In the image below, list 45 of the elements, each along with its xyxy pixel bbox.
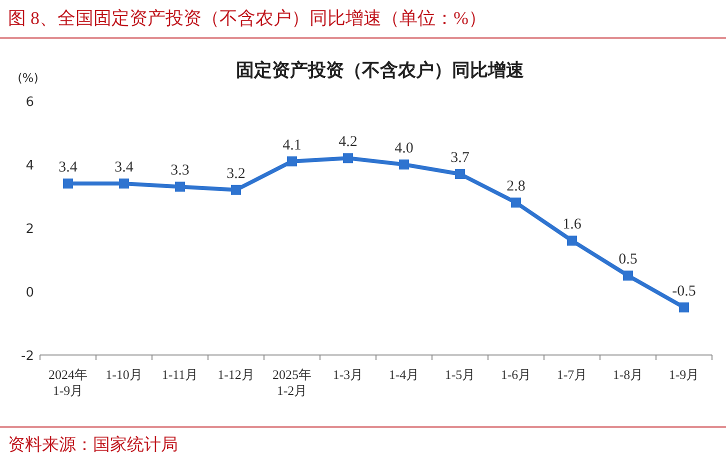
- point: [175, 182, 185, 192]
- x-tick-label: 1-9月: [668, 367, 700, 382]
- data-label: -0.5: [672, 283, 696, 300]
- data-label: 4.1: [282, 137, 302, 154]
- point: [455, 169, 465, 180]
- point: [343, 153, 353, 164]
- y-tick-label: 2: [26, 222, 34, 237]
- point: [399, 160, 409, 170]
- data-label: 1.6: [562, 216, 582, 233]
- chart-subtitle: 固定资产投资（不含农户）同比增速: [236, 60, 524, 81]
- y-tick-label: -2: [21, 349, 34, 364]
- point: [567, 236, 577, 246]
- x-tick-label: 1-10月: [106, 367, 142, 382]
- point: [63, 178, 73, 189]
- y-tick-label: 6: [26, 95, 34, 110]
- y-axis-title: (%): [18, 71, 38, 85]
- chart-title: 图 8、全国固定资产投资（不含农户）同比增速（单位：%）: [8, 8, 486, 28]
- point: [511, 198, 521, 208]
- x-tick-label: 1-6月: [500, 367, 532, 382]
- x-tick-label: 1-7月: [556, 367, 588, 382]
- x-tick-label: 1-12月: [218, 367, 254, 382]
- point: [623, 270, 633, 281]
- x-tick-label: 2025年 1-2月: [272, 367, 312, 398]
- text: 资料来源：国家统计局: [8, 435, 178, 454]
- data-label: 3.4: [114, 160, 134, 176]
- x-tick-label: 1-11月: [162, 367, 198, 382]
- data-label: 2.8: [506, 178, 526, 195]
- data-label: 3.3: [170, 162, 190, 179]
- x-tick-label: 2024年 1-9月: [48, 367, 88, 398]
- x-tick-label: 1-3月: [332, 367, 364, 382]
- point: [287, 156, 297, 166]
- data-label: 3.7: [450, 150, 470, 166]
- point: [679, 302, 689, 312]
- x-tick-label: 1-4月: [388, 367, 420, 382]
- data-label: 4.0: [394, 140, 414, 156]
- data-label: 0.5: [618, 252, 638, 268]
- x-tick-label: 1-8月: [612, 367, 644, 382]
- x-tick-label: 1-5月: [444, 367, 476, 382]
- y-tick-label: 0: [26, 286, 34, 300]
- point: [231, 184, 241, 195]
- data-label: 3.4: [58, 160, 78, 176]
- point: [119, 178, 129, 189]
- y-tick-label: 4: [26, 158, 34, 174]
- data-label: 3.2: [226, 166, 246, 182]
- data-label: 4.2: [338, 134, 358, 150]
